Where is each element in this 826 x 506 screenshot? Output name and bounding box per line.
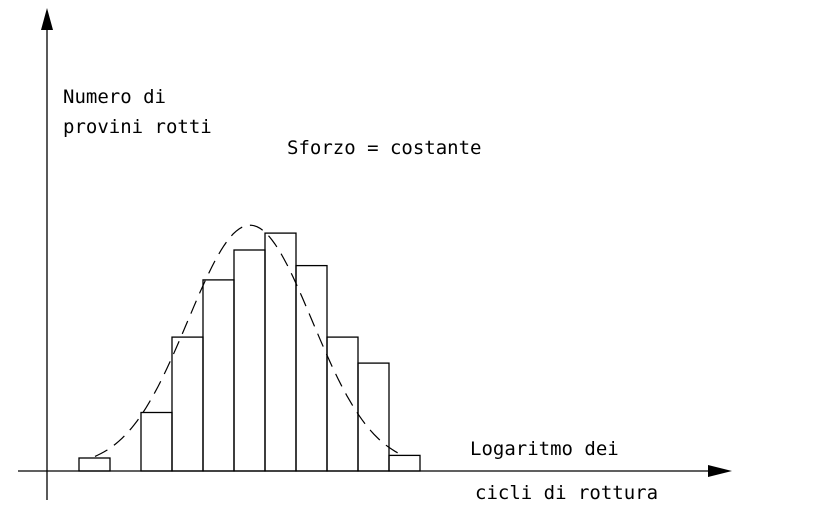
y-axis-arrow-icon	[41, 8, 53, 30]
x-axis-label-line-1: Logaritmo dei	[470, 438, 619, 460]
chart-title: Sforzo = costante	[287, 137, 481, 159]
histogram-bar-11	[389, 455, 420, 471]
histogram-bar-8	[296, 266, 327, 471]
histogram-bar-5	[203, 280, 234, 471]
histogram-bars	[79, 233, 420, 471]
x-axis-label-line-2: cicli di rottura	[475, 482, 658, 504]
x-axis-arrow-icon	[708, 465, 732, 477]
histogram-bar-1	[79, 458, 110, 471]
y-axis-label-line-2: provini rotti	[63, 116, 212, 138]
histogram-bar-10	[358, 363, 389, 471]
histogram-bar-3	[141, 413, 172, 472]
histogram-bar-4	[172, 337, 203, 471]
histogram-bar-7	[265, 233, 296, 471]
y-axis-label-line-1: Numero di	[63, 86, 166, 108]
histogram-bar-9	[327, 337, 358, 471]
histogram-bar-6	[234, 250, 265, 471]
